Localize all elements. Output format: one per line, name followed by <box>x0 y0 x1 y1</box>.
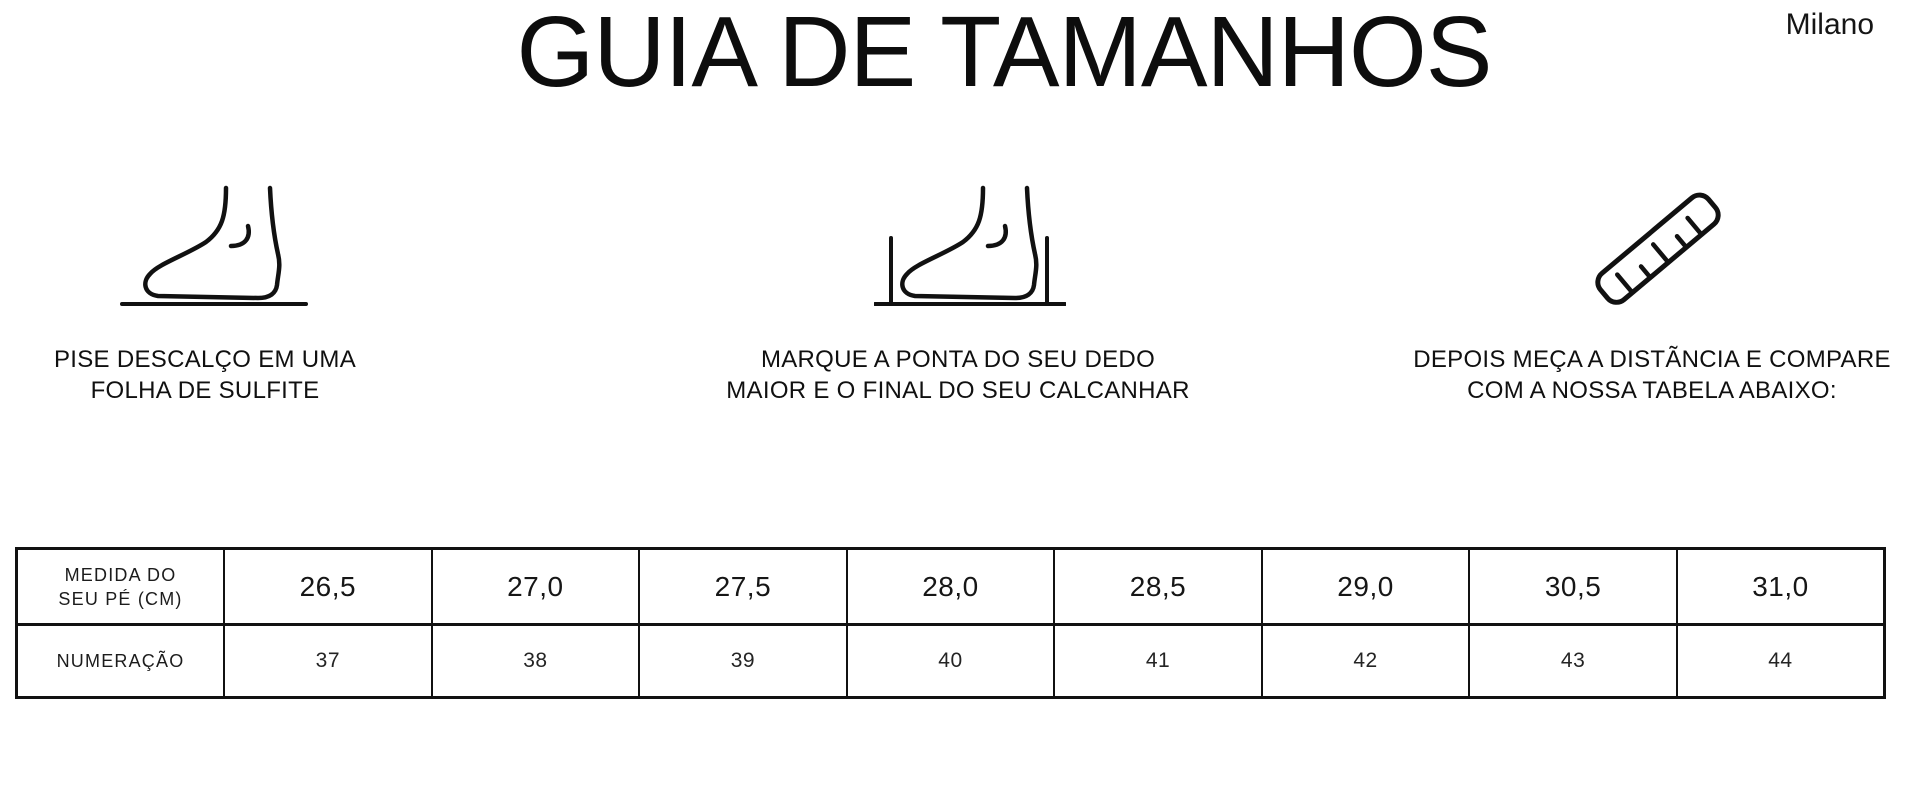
size-number-cell: 38 <box>430 623 641 699</box>
brand-label: Milano <box>1785 8 1874 41</box>
foot-measure-cell: 27,0 <box>430 547 641 626</box>
caption-line: MARQUE A PONTA DO SEU DEDO <box>760 346 1156 373</box>
size-number-cell: 42 <box>1260 623 1471 699</box>
foot-measure-cell: 29,0 <box>1260 547 1471 626</box>
row-header-size-number: NUMERAÇÃO <box>15 623 226 699</box>
size-number-cell: 43 <box>1468 623 1678 699</box>
foot-on-sheet-icon <box>120 185 308 306</box>
size-number-row: NUMERAÇÃO 37 38 39 40 41 42 43 44 <box>15 623 1886 699</box>
step-2 <box>874 184 1066 308</box>
step-1-caption: PISE DESCALÇO EM UMA FOLHA DE SULFITE <box>54 344 356 406</box>
ruler-icon <box>1595 192 1721 305</box>
size-number-cell: 44 <box>1675 623 1886 699</box>
caption-line: DEPOIS MEÇA A DISTÃNCIA E COMPARE <box>1413 346 1891 373</box>
foot-measure-cell: 28,0 <box>845 547 1056 626</box>
foot-measure-row: MEDIDA DO SEU PÉ (CM) 26,5 27,0 27,5 28,… <box>15 547 1886 626</box>
size-number-cell: 37 <box>223 623 433 699</box>
caption-line: FOLHA DE SULFITE <box>90 377 320 404</box>
foot-measure-cell: 31,0 <box>1675 547 1886 626</box>
caption-line: PISE DESCALÇO EM UMA <box>53 346 357 373</box>
step-1 <box>118 184 310 308</box>
page-title: GUIA DE TAMANHOS <box>516 0 1493 108</box>
size-number-cell: 40 <box>845 623 1056 699</box>
row-header-foot-measure: MEDIDA DO SEU PÉ (CM) <box>15 547 226 626</box>
foot-measure-cell: 26,5 <box>223 547 433 626</box>
foot-measure-cell: 27,5 <box>638 547 848 626</box>
size-number-cell: 41 <box>1053 623 1263 699</box>
row-header-line: SEU PÉ (CM) <box>58 588 183 609</box>
row-header-line: MEDIDA DO <box>64 564 177 585</box>
step-3-caption: DEPOIS MEÇA A DISTÃNCIA E COMPARE COM A … <box>1413 344 1891 406</box>
step-3 <box>1590 190 1726 311</box>
caption-line: MAIOR E O FINAL DO SEU CALCANHAR <box>726 377 1190 404</box>
foot-measure-cell: 28,5 <box>1053 547 1263 626</box>
step-2-caption: MARQUE A PONTA DO SEU DEDO MAIOR E O FIN… <box>726 344 1189 406</box>
foot-measure-cell: 30,5 <box>1468 547 1678 626</box>
size-table: MEDIDA DO SEU PÉ (CM) 26,5 27,0 27,5 28,… <box>15 547 1886 699</box>
foot-toe-heel-marks-icon <box>874 185 1066 306</box>
size-number-cell: 39 <box>638 623 848 699</box>
caption-line: COM A NOSSA TABELA ABAIXO: <box>1467 377 1837 404</box>
